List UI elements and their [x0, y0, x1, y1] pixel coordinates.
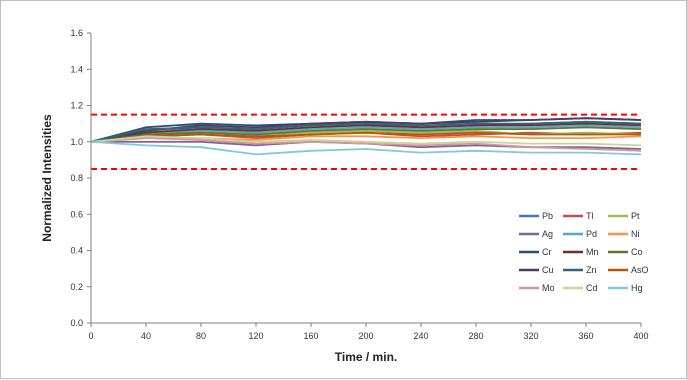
series-line-cd: [90, 135, 642, 147]
x-tick-label: 320: [523, 331, 538, 341]
legend-label-tl: Tl: [586, 211, 594, 221]
y-tick-label: 1.6: [70, 28, 83, 38]
legend-label-mo: Mo: [542, 283, 555, 293]
legend-label-zn: Zn: [586, 265, 597, 275]
tick-labels: 0.0 0.2 0.4 0.6 0.8 1.0 1.2 1.4 1.6 0 40 80 120 160 20…: [70, 28, 648, 341]
y-tick-label: 0.6: [70, 209, 83, 219]
y-tick-label: 0.8: [70, 173, 83, 183]
x-tick-label: 280: [468, 331, 483, 341]
axes: [87, 32, 642, 327]
y-tick-label: 1.4: [70, 64, 83, 74]
y-tick-label: 0.2: [70, 282, 83, 292]
legend-label-ag: Ag: [542, 229, 553, 239]
legend-label-cu: Cu: [542, 265, 554, 275]
y-tick-label: 0.4: [70, 246, 83, 256]
series-line-pd: [90, 124, 642, 143]
legend-label-cr: Cr: [542, 247, 552, 257]
legend: Pb Tl Pt Ag Pd Ni Cr Mn Co Cu Zn AsO Mo Cd Hg: [519, 211, 649, 293]
x-tick-label: 160: [303, 331, 318, 341]
legend-label-pd: Pd: [586, 229, 597, 239]
series-line-aso: [90, 131, 641, 143]
series-lines: [90, 117, 642, 156]
legend-label-pb: Pb: [542, 211, 553, 221]
x-tick-label: 40: [141, 331, 151, 341]
legend-label-ni: Ni: [631, 229, 640, 239]
x-axis-title: Time / min.: [335, 350, 397, 364]
reference-lines: [91, 113, 641, 170]
series-line-mn: [90, 122, 642, 143]
x-tick-label: 80: [196, 331, 206, 341]
x-tick-label: 400: [633, 331, 648, 341]
series-line-hg: [90, 140, 642, 156]
y-tick-label: 1.0: [70, 137, 83, 147]
legend-label-aso: AsO: [631, 265, 649, 275]
y-tick-label: 0.0: [70, 318, 83, 328]
series-line-zn: [90, 120, 642, 143]
x-tick-label: 360: [578, 331, 593, 341]
x-tick-label: 200: [358, 331, 373, 341]
y-axis-title: Normalized Intensities: [40, 114, 54, 242]
legend-label-cd: Cd: [586, 283, 598, 293]
legend-label-mn: Mn: [586, 247, 599, 257]
legend-label-pt: Pt: [631, 211, 640, 221]
x-tick-label: 240: [413, 331, 428, 341]
series-line-mo: [90, 137, 642, 152]
legend-label-hg: Hg: [631, 283, 643, 293]
series-line-co: [90, 126, 642, 143]
legend-label-co: Co: [631, 247, 643, 257]
y-tick-label: 1.2: [70, 101, 83, 111]
x-tick-label: 0: [88, 331, 93, 341]
x-tick-label: 120: [248, 331, 263, 341]
